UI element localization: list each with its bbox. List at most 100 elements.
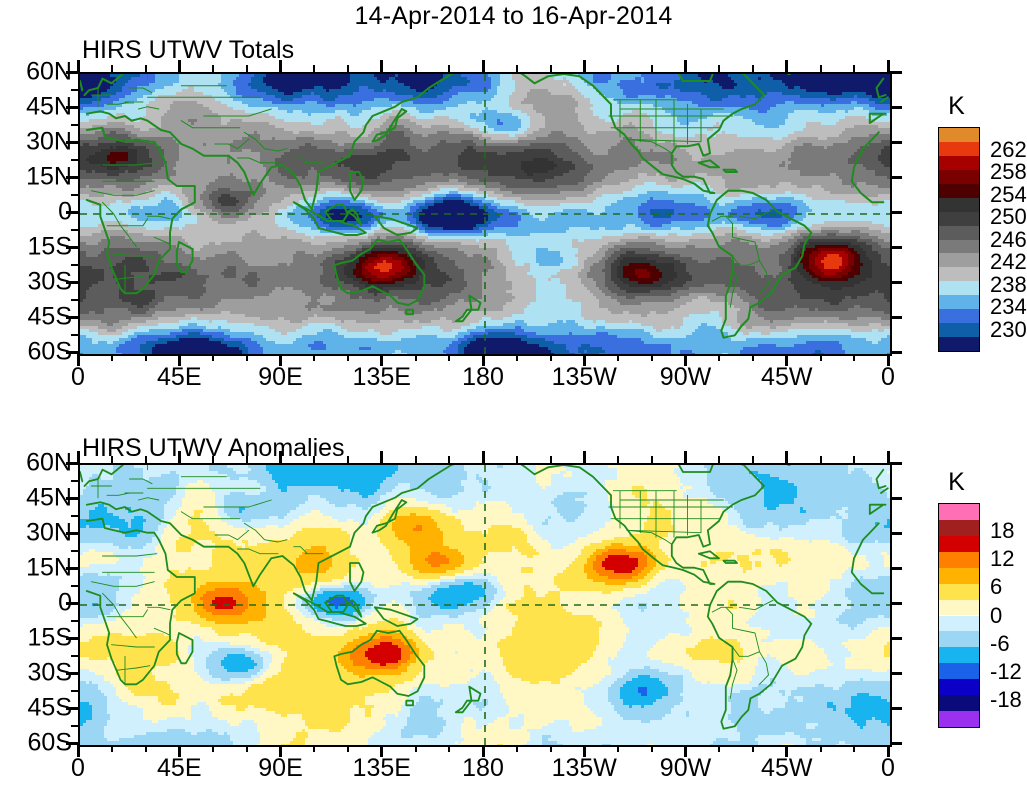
y-axis-tick-mark xyxy=(66,601,78,605)
y-axis-minor-tick xyxy=(71,584,78,587)
colorbar-totals-bands xyxy=(938,127,980,352)
x-axis-minor-tick xyxy=(819,745,822,752)
x-axis-tick-mark xyxy=(481,60,485,72)
y-axis-tick-mark xyxy=(66,671,78,675)
y-axis-tick-mark xyxy=(66,741,78,745)
y-axis-tick-label: 0 xyxy=(0,589,72,618)
panel-title-totals: HIRS UTWV Totals xyxy=(82,36,295,64)
y-axis-minor-tick xyxy=(71,193,78,196)
colorbar-band xyxy=(939,309,979,324)
x-axis-minor-tick xyxy=(650,354,653,361)
y-axis-minor-tick xyxy=(71,619,78,622)
colorbar-tick-label: 12 xyxy=(990,546,1015,572)
x-axis-minor-tick xyxy=(650,745,653,752)
y-axis-tick-label: 60S xyxy=(27,337,72,366)
y-axis-tick-mark xyxy=(66,245,78,249)
x-axis-minor-tick xyxy=(313,456,316,463)
x-axis-minor-tick xyxy=(448,65,451,72)
y-axis-tick-mark-right xyxy=(890,105,902,109)
y-axis-tick-mark-right xyxy=(890,566,902,570)
x-axis-tick-label: 135W xyxy=(551,754,617,782)
x-axis-tick-mark xyxy=(279,745,282,757)
x-axis-minor-tick xyxy=(347,456,349,463)
x-axis-minor-tick xyxy=(718,354,721,361)
colorbar-band xyxy=(939,253,979,268)
y-axis-tick-mark xyxy=(66,210,78,214)
x-axis-tick-mark xyxy=(380,451,384,463)
x-axis-minor-tick xyxy=(718,745,721,752)
colorbar-band xyxy=(939,141,979,156)
y-axis-tick-label: 45N xyxy=(26,483,72,512)
colorbar-tick-label: 242 xyxy=(990,249,1027,274)
x-axis-minor-tick xyxy=(313,65,316,72)
x-axis-tick-label: 90W xyxy=(659,363,712,391)
x-axis-minor-tick xyxy=(347,65,349,72)
figure-title: 14-Apr-2014 to 16-Apr-2014 xyxy=(354,2,673,30)
colorbar-band xyxy=(939,128,979,142)
x-axis-tick-label: 45W xyxy=(761,754,813,782)
x-axis-minor-tick xyxy=(549,65,552,72)
x-axis-tick-label: 0 xyxy=(71,754,85,782)
x-axis-minor-tick xyxy=(819,65,822,72)
x-axis-tick-mark xyxy=(785,451,789,463)
x-axis-tick-mark xyxy=(481,745,485,757)
x-axis-tick-mark xyxy=(177,745,181,757)
y-axis-tick-label: 30N xyxy=(26,518,72,547)
colorbar-tick-label: -6 xyxy=(990,630,1010,656)
y-axis-tick-mark-right xyxy=(890,350,902,354)
y-axis-tick-mark-right xyxy=(890,140,902,144)
y-axis-minor-tick xyxy=(71,549,78,552)
x-axis-tick-mark xyxy=(886,354,890,366)
x-axis-minor-tick xyxy=(617,65,619,72)
colorbar-band xyxy=(939,647,979,664)
x-axis-minor-tick xyxy=(752,65,754,72)
x-axis-minor-tick xyxy=(448,456,451,463)
x-axis-minor-tick xyxy=(245,745,248,752)
x-axis-minor-tick xyxy=(853,354,856,361)
colorbar-band xyxy=(939,519,979,536)
y-axis-minor-tick xyxy=(71,88,78,91)
y-axis-tick-label: 60N xyxy=(26,57,72,86)
y-axis-minor-tick xyxy=(71,479,78,482)
y-axis-minor-tick xyxy=(71,123,78,126)
panel-anomalies: HIRS UTWV Anomalies xyxy=(0,410,1027,788)
x-axis-tick-mark xyxy=(481,451,485,463)
colorbar-band xyxy=(939,663,979,680)
x-axis-tick-mark xyxy=(76,60,80,72)
y-axis-minor-tick xyxy=(71,298,78,301)
x-axis-minor-tick xyxy=(347,745,349,752)
map-anomalies[interactable] xyxy=(78,463,892,747)
y-axis-tick-mark-right xyxy=(890,531,902,535)
colorbar-band xyxy=(939,197,979,212)
x-axis-minor-tick xyxy=(515,456,518,463)
colorbar-tick-label: 18 xyxy=(990,518,1015,544)
y-axis-tick-mark-right xyxy=(890,280,902,284)
x-axis-minor-tick xyxy=(245,65,248,72)
y-axis-tick-mark xyxy=(66,461,78,465)
colorbar-band xyxy=(939,711,979,727)
colorbar-tick-label: 238 xyxy=(990,271,1027,297)
x-axis-tick-mark xyxy=(582,451,586,463)
x-axis-minor-tick xyxy=(245,354,248,361)
y-axis-tick-mark-right xyxy=(890,461,902,465)
y-axis-tick-label: 45N xyxy=(26,92,72,121)
x-axis-tick-mark xyxy=(785,745,789,757)
y-axis-tick-label: 15S xyxy=(27,232,72,261)
x-axis-tick-mark xyxy=(582,354,586,366)
x-axis-minor-tick xyxy=(617,745,619,752)
y-axis-minor-tick xyxy=(71,654,78,657)
y-axis-tick-mark xyxy=(66,105,78,109)
y-axis-tick-mark xyxy=(66,706,78,710)
colorbar-anomalies-bands xyxy=(938,503,980,728)
colorbar-anomalies: K 18 12 6 0 -6 -12 -18 xyxy=(930,468,1027,738)
colorbar-totals: K 262 258 254 250 246 242 238 234 230 xyxy=(930,92,1027,362)
map-totals[interactable] xyxy=(78,72,892,356)
x-axis-tick-mark xyxy=(582,745,586,757)
y-axis-minor-tick xyxy=(71,333,78,336)
colorbar-band xyxy=(939,155,979,170)
colorbar-band xyxy=(939,281,979,296)
x-axis-minor-tick xyxy=(414,456,417,463)
x-axis-tick-mark xyxy=(684,745,687,757)
y-axis-tick-mark-right xyxy=(890,706,902,710)
colorbar-tick-label: 262 xyxy=(990,136,1027,162)
